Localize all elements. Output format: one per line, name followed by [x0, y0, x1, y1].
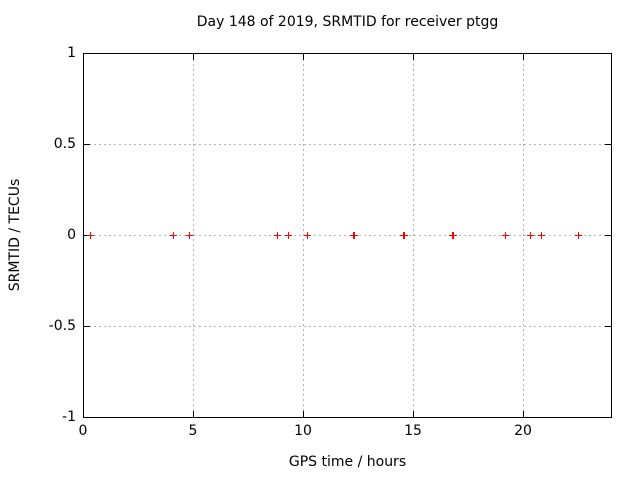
x-tick-bottom [413, 411, 414, 417]
data-point-marker [288, 232, 289, 239]
data-point-marker [404, 232, 405, 239]
x-tick-label: 15 [404, 423, 422, 439]
y-tick-label: -1 [62, 409, 76, 425]
gridline-horizontal [84, 235, 610, 236]
x-tick-label: 20 [514, 423, 532, 439]
gridline-horizontal [84, 326, 610, 327]
y-tick-right [605, 326, 611, 327]
y-tick-right [605, 417, 611, 418]
y-axis-label: SRMTID / TECUs [7, 178, 23, 292]
x-tick-top [193, 54, 194, 60]
x-tick-top [83, 54, 84, 60]
x-axis-label: GPS time / hours [288, 454, 407, 470]
x-tick-bottom [193, 411, 194, 417]
x-tick-bottom [523, 411, 524, 417]
data-point-marker [354, 232, 355, 239]
y-tick-right [605, 235, 611, 236]
y-tick-left [84, 144, 90, 145]
y-tick-label: 0.5 [53, 136, 76, 152]
x-tick-top [523, 54, 524, 60]
y-tick-left [84, 326, 90, 327]
x-tick-label: 5 [188, 423, 198, 439]
x-tick-label: 10 [294, 423, 312, 439]
data-point-marker [173, 232, 174, 239]
data-point-marker [307, 232, 308, 239]
y-tick-left [84, 53, 90, 54]
data-point-marker [90, 232, 91, 239]
x-tick-bottom [83, 411, 84, 417]
y-tick-label: 0 [67, 227, 76, 243]
y-tick-label: 1 [67, 45, 76, 61]
x-tick-label: 0 [78, 423, 88, 439]
y-tick-label: -0.5 [48, 318, 76, 334]
data-point-marker [453, 232, 454, 239]
data-point-marker [505, 232, 506, 239]
data-point-marker [277, 232, 278, 239]
data-point-marker [578, 232, 579, 239]
gridline-horizontal [84, 144, 610, 145]
data-point-marker [189, 232, 190, 239]
data-point-marker [530, 232, 531, 239]
y-tick-left [84, 417, 90, 418]
data-point-marker [541, 232, 542, 239]
chart-title: Day 148 of 2019, SRMTID for receiver ptg… [196, 14, 499, 30]
x-tick-top [413, 54, 414, 60]
y-tick-right [605, 144, 611, 145]
x-tick-bottom [303, 411, 304, 417]
y-tick-right [605, 53, 611, 54]
x-tick-top [303, 54, 304, 60]
